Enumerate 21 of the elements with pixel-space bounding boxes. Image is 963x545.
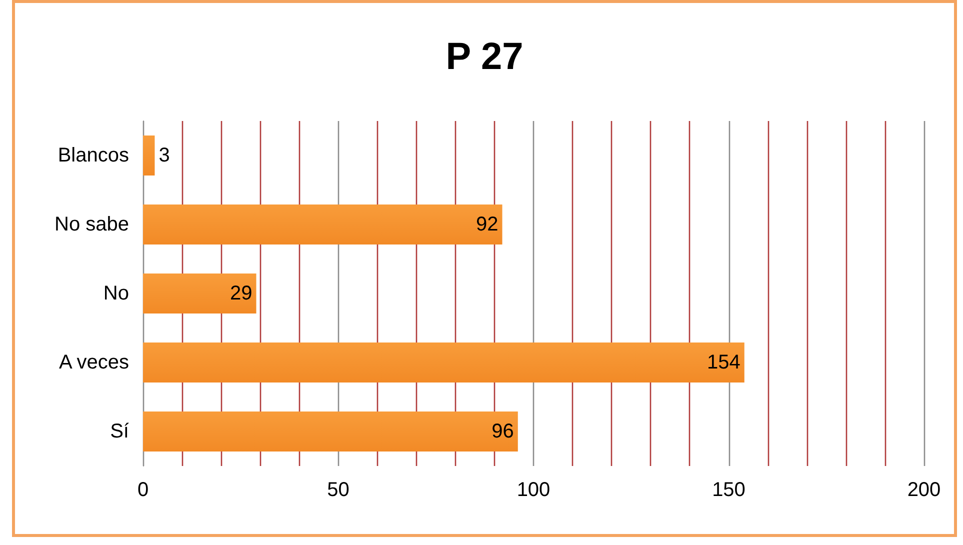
y-tick-label: No sabe xyxy=(54,214,129,236)
x-tick-label: 200 xyxy=(907,479,941,501)
data-label: 3 xyxy=(158,144,170,166)
y-tick-label: A veces xyxy=(58,352,129,374)
bar xyxy=(143,204,502,245)
data-label: 29 xyxy=(230,282,252,304)
y-tick-label: Sí xyxy=(110,420,130,442)
bar xyxy=(143,411,518,452)
data-label: 154 xyxy=(706,352,740,374)
x-tick-label: 150 xyxy=(712,479,746,501)
y-tick-label: Blancos xyxy=(58,144,129,166)
bar xyxy=(143,342,744,383)
x-tick-label: 0 xyxy=(137,479,149,501)
data-label: 92 xyxy=(476,214,498,236)
bar xyxy=(143,135,155,176)
x-tick-label: 100 xyxy=(516,479,550,501)
data-label: 96 xyxy=(492,420,514,442)
y-tick-label: No xyxy=(103,282,129,304)
bar xyxy=(143,273,256,314)
chart-title: P 27 xyxy=(446,36,524,78)
x-tick-label: 50 xyxy=(327,479,350,501)
